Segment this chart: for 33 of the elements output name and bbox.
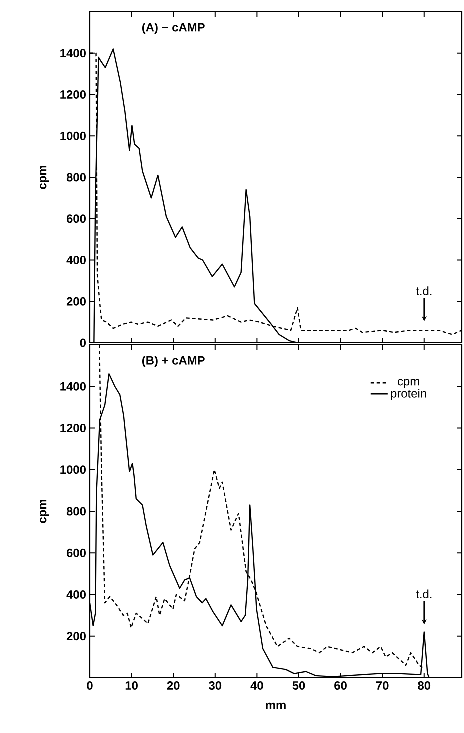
- x-tick-label: 70: [376, 682, 389, 690]
- text: (B) + cAMP: [142, 356, 205, 368]
- x-tick-label: 10: [126, 682, 138, 690]
- legend-label: cpm: [398, 379, 420, 388]
- y-tick-label: 1200: [60, 90, 86, 99]
- x-tick-label: 40: [250, 682, 264, 690]
- y-tick-label: 200: [66, 632, 86, 641]
- y-tick-label: 200: [66, 297, 86, 306]
- y-tick-label: 800: [66, 507, 86, 516]
- x-tick-label: 50: [292, 682, 306, 690]
- y-tick-label: 0: [80, 338, 86, 348]
- x-tick-label: 30: [209, 682, 222, 690]
- y-tick-label: 600: [66, 548, 86, 558]
- y-tick-label: 400: [66, 256, 86, 264]
- y-tick-label: 600: [66, 214, 86, 224]
- y-tick-label: 400: [66, 590, 86, 599]
- y-tick-label: 1000: [60, 466, 86, 474]
- x-tick-label: 60: [334, 682, 347, 690]
- y-tick-label: 1400: [60, 49, 86, 58]
- x-tick-label: 80: [418, 682, 431, 690]
- y-axis-title: cpm: [40, 500, 50, 524]
- x-tick-label: 20: [167, 682, 180, 690]
- annotation: t.d.: [416, 590, 432, 599]
- text: (A) − cAMP: [142, 22, 205, 34]
- y-tick-label: 800: [66, 173, 86, 182]
- y-tick-label: 1200: [60, 424, 86, 432]
- y-tick-label: 1000: [60, 132, 86, 140]
- x-tick-label: 0: [87, 682, 93, 690]
- y-tick-label: 1400: [60, 382, 86, 391]
- y-axis-title: cpm: [40, 166, 50, 190]
- annotation: t.d.: [416, 286, 432, 296]
- x-axis-title: mm: [266, 702, 286, 710]
- legend-label: protein: [391, 389, 426, 400]
